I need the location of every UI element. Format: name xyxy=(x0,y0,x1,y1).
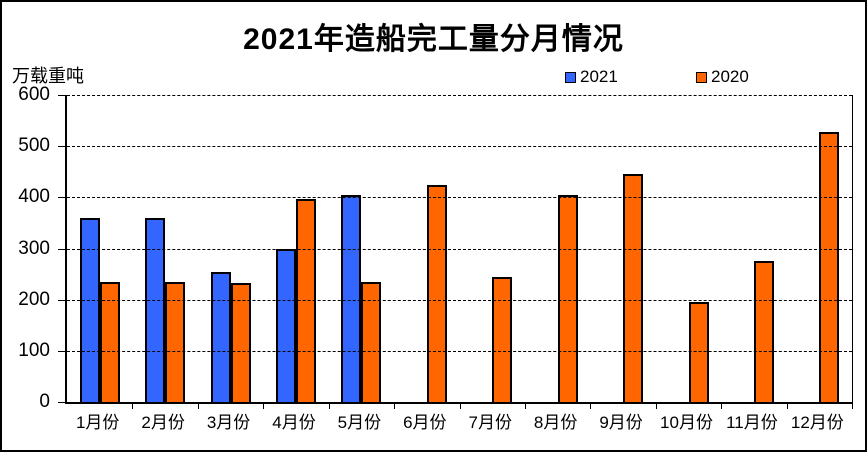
y-tick-mark-0 xyxy=(58,402,65,403)
category-slot-2 xyxy=(132,95,199,409)
legend-label-2020: 2020 xyxy=(711,67,749,86)
x-tick-mark-1 xyxy=(132,404,134,409)
y-tick-mark-600 xyxy=(58,95,65,96)
bar-2021-3月份 xyxy=(210,271,231,402)
category-slot-9 xyxy=(590,95,657,409)
bar-2020-12月份 xyxy=(819,132,840,402)
legend-swatch-2020-icon xyxy=(696,71,707,83)
y-tick-label-0: 0 xyxy=(39,391,50,412)
bar-2020-8月份 xyxy=(557,194,578,402)
x-tick-mark-10 xyxy=(721,404,723,409)
y-axis-labels: 0 100 200 300 400 500 600 xyxy=(2,85,58,412)
x-tick-mark-2 xyxy=(197,404,199,409)
x-tick-label-9: 9月份 xyxy=(599,413,643,432)
x-tick-mark-8 xyxy=(590,404,592,409)
category-slot-6 xyxy=(394,95,461,409)
bar-2020-5月份 xyxy=(361,282,382,402)
bar-2020-1月份 xyxy=(99,281,120,402)
gridline-600 xyxy=(67,95,852,96)
category-slot-12 xyxy=(787,95,854,409)
x-tick-label-1: 1月份 xyxy=(75,413,120,432)
gridline-400 xyxy=(67,197,852,199)
bar-2021-1月份 xyxy=(79,217,100,402)
category-slot-7 xyxy=(460,95,526,409)
x-tick-label-11: 11月份 xyxy=(726,413,778,432)
legend-label-2021: 2021 xyxy=(580,67,618,86)
y-tick-label-500: 500 xyxy=(18,135,50,157)
gridline-500 xyxy=(67,146,852,148)
category-slot-10 xyxy=(656,95,723,409)
y-tick-label-100: 100 xyxy=(18,339,50,361)
x-tick-label-10: 10月份 xyxy=(660,413,713,432)
chart-title: 2021年造船完工量分月情况 xyxy=(243,23,624,56)
x-tick-label-8: 8月份 xyxy=(533,413,578,432)
legend-swatch-2021-icon xyxy=(565,71,576,83)
bar-2020-7月份 xyxy=(492,276,513,402)
bar-2021-2月份 xyxy=(145,217,166,402)
bar-2020-2月份 xyxy=(165,281,186,402)
x-tick-mark-7 xyxy=(524,404,526,409)
x-tick-mark-3 xyxy=(263,404,265,409)
x-tick-label-4: 4月份 xyxy=(272,413,316,432)
y-tick-mark-400 xyxy=(58,197,65,199)
x-tick-mark-6 xyxy=(459,404,461,409)
bar-2020-11月份 xyxy=(753,261,774,402)
x-axis-labels: 1月份 2月份 3月份 4月份 5月份 6月份 7月份 8月份 9月份 10月份 11月份 12月份 xyxy=(65,408,850,433)
category-slot-11 xyxy=(721,95,788,409)
x-tick-mark-5 xyxy=(394,404,396,409)
y-axis-unit-label: 万载重吨 xyxy=(12,66,84,86)
bar-2020-9月份 xyxy=(623,174,644,402)
y-tick-label-600: 600 xyxy=(18,84,50,105)
category-slot-5 xyxy=(329,95,396,409)
y-tick-label-300: 300 xyxy=(18,237,50,259)
y-tick-mark-500 xyxy=(58,146,65,148)
x-tick-label-6: 6月份 xyxy=(403,413,447,432)
x-tick-mark-12 xyxy=(852,404,854,409)
y-tick-label-400: 400 xyxy=(18,186,50,208)
x-tick-label-7: 7月份 xyxy=(468,413,512,432)
x-tick-label-2: 2月份 xyxy=(141,413,185,432)
y-tick-label-200: 200 xyxy=(18,288,50,310)
category-slot-3 xyxy=(198,95,265,409)
gridline-100 xyxy=(67,350,852,352)
category-slot-1 xyxy=(67,95,134,409)
x-tick-mark-9 xyxy=(655,404,657,409)
x-tick-mark-11 xyxy=(786,404,788,409)
y-tick-mark-100 xyxy=(58,350,65,352)
bar-2021-5月份 xyxy=(341,194,362,402)
x-tick-mark-4 xyxy=(328,404,330,409)
gridline-300 xyxy=(67,248,852,250)
bar-2020-6月份 xyxy=(426,184,447,402)
bar-2021-4月份 xyxy=(275,248,296,402)
gridline-200 xyxy=(67,299,852,301)
legend-item-2021: 2021 xyxy=(565,67,618,87)
y-tick-mark-300 xyxy=(58,248,65,250)
x-tick-label-3: 3月份 xyxy=(206,413,251,432)
bar-2020-10月份 xyxy=(688,302,709,402)
legend-item-2020: 2020 xyxy=(696,67,749,87)
x-tick-label-12: 12月份 xyxy=(790,413,844,432)
category-slot-8 xyxy=(525,95,592,409)
y-tick-mark-200 xyxy=(58,299,65,301)
x-tick-label-5: 5月份 xyxy=(337,413,382,432)
plot-area xyxy=(58,95,854,409)
bar-2020-3月份 xyxy=(230,282,251,402)
